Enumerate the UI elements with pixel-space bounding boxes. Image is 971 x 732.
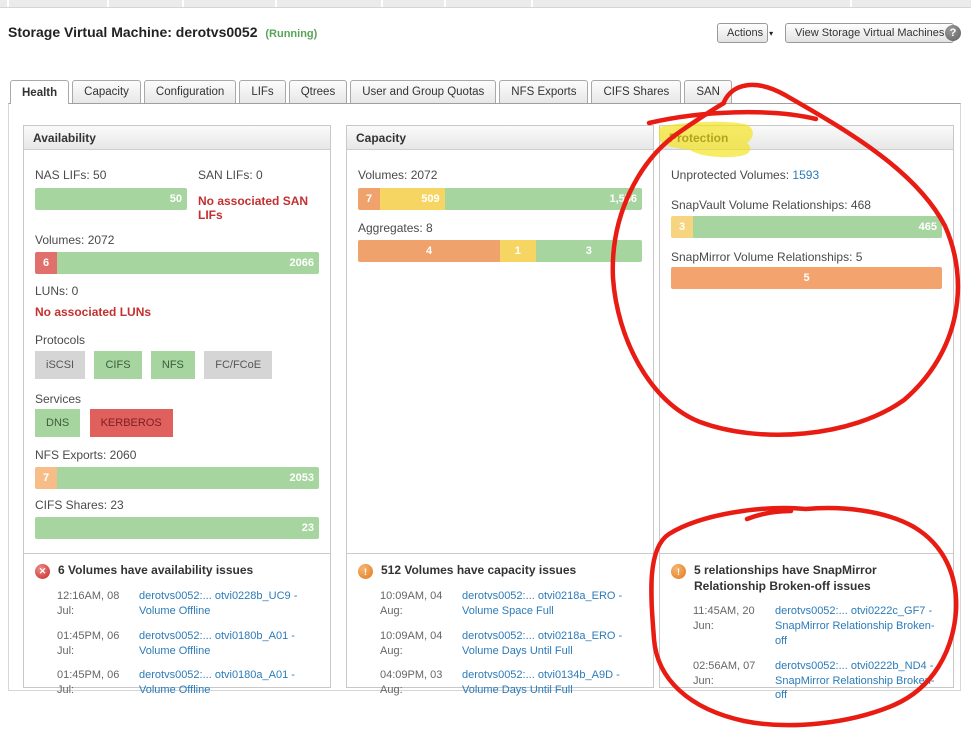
browser-tab-strip — [0, 0, 971, 8]
protocol-badge-nfs: NFS — [150, 351, 195, 379]
issue-row: 11:45AM, 20 Jun: derotvs0052:... otvi022… — [671, 604, 942, 649]
health-dashboard: Availability NAS LIFs: 50 50 SAN LIFs: 0… — [8, 103, 961, 701]
issue-row: 10:09AM, 04 Aug: derotvs0052:... otvi021… — [358, 629, 642, 659]
actions-button-label: Actions — [727, 27, 764, 39]
svm-status-badge: (Running) — [265, 28, 318, 40]
issue-timestamp: 02:56AM, 07 Jun: — [693, 659, 756, 687]
service-badge-kerberos: KERBEROS — [89, 409, 173, 437]
chevron-down-icon: ▾ — [769, 28, 774, 38]
warning-icon: ! — [671, 564, 686, 579]
issue-link[interactable]: derotvs0052:... otvi0134b_A9D - Volume D… — [462, 669, 620, 697]
availability-issues-title: 6 Volumes have availability issues — [58, 563, 254, 577]
nfs-exports-label: NFS Exports: 2060 — [35, 448, 137, 462]
volumes-label: Volumes: 2072 — [35, 233, 115, 247]
issue-timestamp: 10:09AM, 04 Aug: — [380, 629, 443, 657]
issue-link[interactable]: derotvs0052:... otvi0180b_A01 - Volume O… — [139, 629, 295, 657]
issue-row: 01:45PM, 06 Jul: derotvs0052:... otvi018… — [35, 629, 319, 659]
services-label: Services — [35, 392, 82, 406]
protection-issues-title: 5 relationships have SnapMirror Relation… — [694, 563, 877, 593]
nas-lifs-bar: 50 — [35, 188, 187, 210]
view-svm-button[interactable]: View Storage Virtual Machines — [785, 23, 955, 43]
protection-issues-section: ! 5 relationships have SnapMirror Relati… — [660, 553, 953, 703]
tab-san[interactable]: SAN — [684, 80, 732, 103]
san-lifs-label: SAN LIFs: 0 — [198, 168, 263, 182]
issue-row: 12:16AM, 08 Jul: derotvs0052:... otvi022… — [35, 589, 319, 619]
svm-title-text: Storage Virtual Machine: derotvs0052 — [8, 24, 258, 40]
nas-lifs-label: NAS LIFs: 50 — [35, 168, 107, 182]
unprotected-volumes-text: Unprotected Volumes: — [671, 168, 790, 182]
volumes-availability-bar: 6 2066 — [35, 252, 319, 274]
capacity-issues-title: 512 Volumes have capacity issues — [381, 563, 577, 577]
error-icon: ✕ — [35, 564, 50, 579]
protocol-badge-fcfcoe: FC/FCoE — [204, 351, 273, 379]
issue-link[interactable]: derotvs0052:... otvi0218a_ERO - Volume S… — [462, 590, 623, 617]
issue-timestamp: 01:45PM, 06 Jul: — [57, 669, 120, 697]
warning-icon: ! — [358, 564, 373, 579]
tab-qtrees[interactable]: Qtrees — [288, 80, 348, 103]
issue-link[interactable]: derotvs0052:... otvi0228b_UC9 - Volume O… — [139, 590, 298, 617]
protection-panel: Protection Unprotected Volumes: 1593 Sna… — [659, 125, 954, 701]
tab-cifs-shares[interactable]: CIFS Shares — [591, 80, 682, 103]
service-badge-dns: DNS — [35, 409, 81, 437]
snapmirror-bar: 5 — [671, 267, 942, 290]
issue-timestamp: 04:09PM, 03 Aug: — [380, 669, 443, 697]
issue-timestamp: 11:45AM, 20 Jun: — [693, 605, 755, 633]
availability-issues-section: ✕ 6 Volumes have availability issues 12:… — [24, 553, 330, 698]
help-icon[interactable]: ? — [945, 25, 961, 41]
capacity-volumes-label: Volumes: 2072 — [358, 168, 438, 182]
protocol-badge-iscsi: iSCSI — [35, 351, 86, 379]
issue-link[interactable]: derotvs0052:... otvi0222b_ND4 - SnapMirr… — [775, 659, 935, 702]
cifs-shares-bar: 23 — [35, 517, 319, 539]
nfs-exports-bar: 7 2053 — [35, 467, 319, 489]
issue-link[interactable]: derotvs0052:... otvi0180a_A01 - Volume O… — [139, 669, 295, 697]
capacity-issues-section: ! 512 Volumes have capacity issues 10:09… — [347, 553, 653, 698]
capacity-panel: Capacity Volumes: 2072 7 509 1,556 Aggrega… — [346, 125, 654, 696]
availability-panel-title: Availability — [24, 126, 330, 150]
issue-link[interactable]: derotvs0052:... otvi0218a_ERO - Volume D… — [462, 629, 623, 657]
issue-row: 02:56AM, 07 Jun: derotvs0052:... otvi022… — [671, 659, 942, 704]
snapvault-bar: 3 465 — [671, 216, 942, 239]
cifs-shares-label: CIFS Shares: 23 — [35, 498, 124, 512]
tab-configuration[interactable]: Configuration — [143, 80, 237, 103]
actions-button[interactable]: Actions ▾ — [717, 23, 773, 43]
snapvault-label: SnapVault Volume Relationships: 468 — [671, 198, 871, 213]
unprotected-volumes-count-link[interactable]: 1593 — [792, 168, 820, 182]
snapmirror-label: SnapMirror Volume Relationships: 5 — [671, 250, 863, 265]
san-lifs-warning: No associated SAN LIFs — [198, 194, 309, 222]
luns-label: LUNs: 0 — [35, 284, 79, 298]
capacity-panel-title: Capacity — [347, 126, 653, 150]
issue-row: 04:09PM, 03 Aug: derotvs0052:... otvi013… — [358, 668, 642, 698]
tab-user-group-quotas[interactable]: User and Group Quotas — [350, 80, 497, 103]
page-title: Storage Virtual Machine: derotvs0052 (Ru… — [8, 24, 317, 40]
tab-health[interactable]: Health — [10, 80, 70, 104]
tab-bar: Health Capacity Configuration LIFs Qtree… — [10, 80, 732, 104]
issue-link[interactable]: derotvs0052:... otvi0222c_GF7 - SnapMirr… — [775, 605, 935, 647]
issue-row: 01:45PM, 06 Jul: derotvs0052:... otvi018… — [35, 668, 319, 698]
tab-lifs[interactable]: LIFs — [239, 80, 286, 103]
availability-panel: Availability NAS LIFs: 50 50 SAN LIFs: 0… — [23, 125, 331, 696]
issue-row: 10:09AM, 04 Aug: derotvs0052:... otvi021… — [358, 589, 642, 619]
aggregates-label: Aggregates: 8 — [358, 221, 433, 235]
view-svm-button-label: View Storage Virtual Machines — [795, 27, 945, 39]
issue-timestamp: 12:16AM, 08 Jul: — [57, 590, 120, 617]
tab-capacity[interactable]: Capacity — [72, 80, 141, 103]
tab-nfs-exports[interactable]: NFS Exports — [499, 80, 589, 103]
protection-panel-title: Protection — [660, 126, 953, 150]
luns-warning: No associated LUNs — [35, 305, 152, 319]
volumes-capacity-bar: 7 509 1,556 — [358, 188, 642, 210]
issue-timestamp: 10:09AM, 04 Aug: — [380, 590, 443, 617]
issue-timestamp: 01:45PM, 06 Jul: — [57, 629, 120, 657]
protocol-badge-cifs: CIFS — [94, 351, 142, 379]
unprotected-volumes-label: Unprotected Volumes: 1593 — [671, 167, 942, 183]
protocols-label: Protocols — [35, 333, 86, 347]
